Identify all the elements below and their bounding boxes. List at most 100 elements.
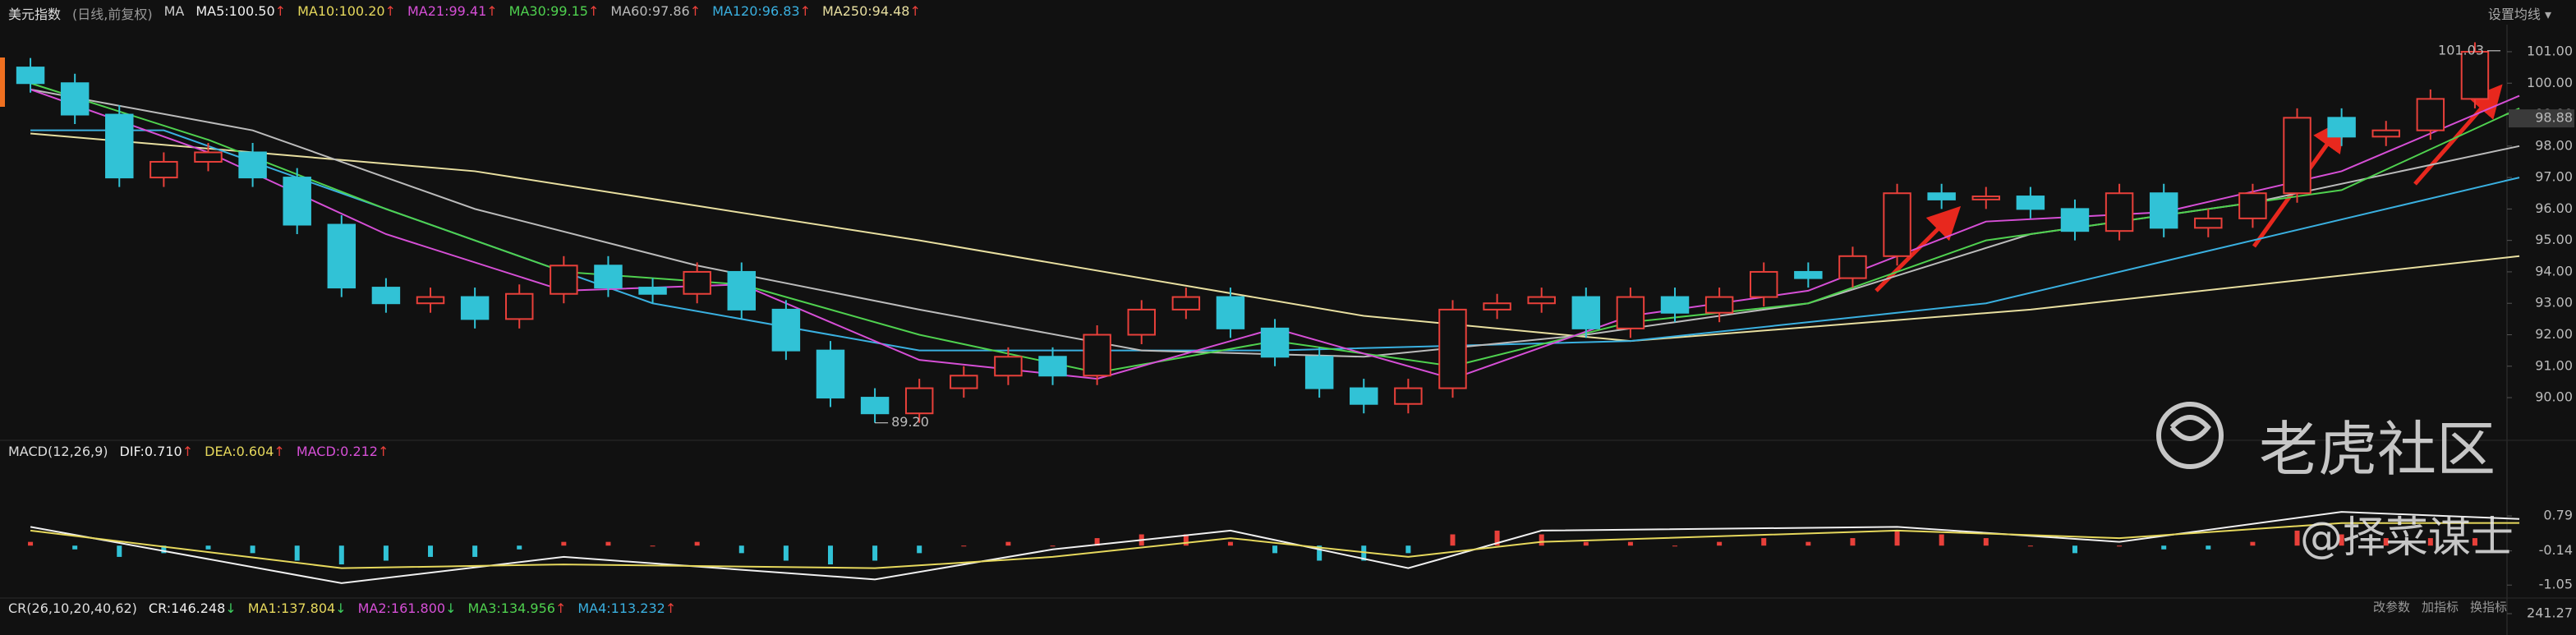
legend-label: MA3:134.956 (467, 600, 555, 616)
candle-body (1838, 255, 1867, 279)
y-tick-label: 98.00 (2535, 137, 2573, 153)
macd-bar (294, 545, 300, 561)
legend-trend: ↑ (274, 3, 287, 19)
legend-trend: ↑ (274, 444, 285, 459)
legend-trend: ↑ (909, 3, 921, 19)
candle-body (1616, 296, 1645, 329)
candle-body (1083, 334, 1111, 377)
candle-body (238, 151, 267, 179)
macd-bar (1539, 534, 1544, 546)
candle-body (1883, 192, 1911, 257)
legend-label: MA30:99.15 (508, 3, 588, 19)
legend-trend: ↑ (689, 3, 702, 19)
candle-body (1127, 308, 1156, 336)
legend-label: MA2:161.800 (357, 600, 446, 616)
legend-trend: ↑ (384, 3, 396, 19)
legend-item: MA3:134.956↑ (467, 600, 566, 616)
ma-line (30, 88, 2520, 358)
candle-body (2104, 192, 2134, 232)
candle-body (1216, 296, 1245, 329)
legend-label: MA21:99.41 (407, 3, 487, 19)
candle-body (2371, 129, 2400, 138)
macd-bar (738, 545, 744, 554)
candle-body (2016, 196, 2045, 210)
macd-bar (2294, 530, 2300, 546)
macd-bar (1672, 545, 1678, 547)
legend-item: CR:146.248↓ (149, 600, 237, 616)
price-header: 美元指数 (日线,前复权) MA MA5:100.50↑ MA10:100.20↑ MA2… (8, 3, 921, 23)
watermark-logo (2169, 415, 2211, 441)
y-tick-label: 96.00 (2535, 200, 2573, 216)
low-label: 89.20 (891, 414, 929, 430)
macd-bar (1983, 538, 1989, 546)
cr-header: CR(26,10,20,40,62) CR:146.248↓ MA1:137.804… (8, 600, 676, 616)
macd-bar (1317, 545, 1322, 561)
y-tick-label: 95.00 (2535, 232, 2573, 247)
macd-bar (1939, 534, 1944, 546)
candle-body (371, 287, 401, 305)
legend-label: MACD:0.212 (296, 444, 378, 459)
candle-body (2460, 50, 2490, 100)
macd-bar (2027, 545, 2033, 547)
candle-body (1438, 308, 1467, 389)
candle-body (1038, 356, 1067, 377)
macd-bar (117, 545, 122, 557)
legend-trend: ↑ (486, 3, 498, 19)
candle-body (2283, 117, 2312, 195)
ma-line (30, 132, 2520, 343)
indicator-subtitle: (日线,前复权) (72, 7, 153, 22)
indicator-button[interactable]: 换指标 (2469, 600, 2507, 614)
legend-item: DIF:0.710↑ (120, 444, 194, 459)
watermark-logo (2156, 402, 2224, 469)
legend-trend: ↑ (554, 600, 567, 616)
macd-bar (2072, 545, 2077, 554)
settings-button[interactable]: 设置均线 ▾ (2487, 7, 2551, 22)
legend-label: MA5:100.50 (196, 3, 275, 19)
indicator-button[interactable]: 改参数 (2372, 600, 2410, 614)
candle-body (1483, 302, 1511, 311)
y-tick-label: 100.00 (2527, 75, 2573, 90)
macd-header: MACD(12,26,9) DIF:0.710↑ DEA:0.604↑ MACD:0.… (8, 444, 389, 459)
candle-body (1794, 270, 1823, 279)
candle-body (1260, 327, 1290, 358)
legend-label: MA10:100.20 (297, 3, 385, 19)
macd-bar (1894, 530, 1900, 546)
indicator-button[interactable]: 加指标 (2421, 600, 2459, 614)
candle-body (1971, 196, 2000, 200)
high-label: 101.03 (2438, 42, 2484, 58)
candle-body (1927, 192, 1956, 200)
macd-bar (827, 545, 833, 565)
macd-bar (250, 545, 255, 554)
y-tick-label: 90.00 (2535, 389, 2573, 405)
macd-bar (1494, 530, 1500, 546)
legend-item: DEA:0.604↑ (205, 444, 285, 459)
macd-bar (1583, 541, 1589, 546)
candle-body (1171, 296, 1201, 311)
candle-body (1350, 387, 1378, 405)
candle-body (1750, 270, 1778, 298)
legend-item: MACD:0.212↑ (297, 444, 389, 459)
macd-bar (1405, 545, 1411, 554)
macd-bar (1761, 538, 1767, 546)
legend-trend: ↓ (225, 600, 237, 616)
y-tick-label: -0.14 (2539, 542, 2573, 558)
legend-label: MA4:113.232 (577, 600, 665, 616)
macd-bar (1806, 541, 1811, 546)
indicator-title: CR(26,10,20,40,62) (8, 600, 137, 616)
macd-bar (605, 541, 611, 546)
candle-body (904, 387, 934, 415)
indicator-title: 美元指数 (8, 7, 62, 22)
candle-body (416, 296, 445, 305)
macd-bar (917, 545, 922, 554)
macd-bar (1627, 541, 1633, 546)
macd-bar (694, 541, 700, 546)
candle-body (1704, 296, 1734, 314)
candle-body (150, 160, 178, 179)
macd-bar (872, 545, 878, 561)
candle-body (816, 349, 845, 399)
macd-bar (1450, 534, 1456, 546)
candle-body (2416, 98, 2445, 131)
legend-item: MA5:100.50↑ (196, 3, 286, 23)
legend-trend: ↑ (665, 600, 677, 616)
